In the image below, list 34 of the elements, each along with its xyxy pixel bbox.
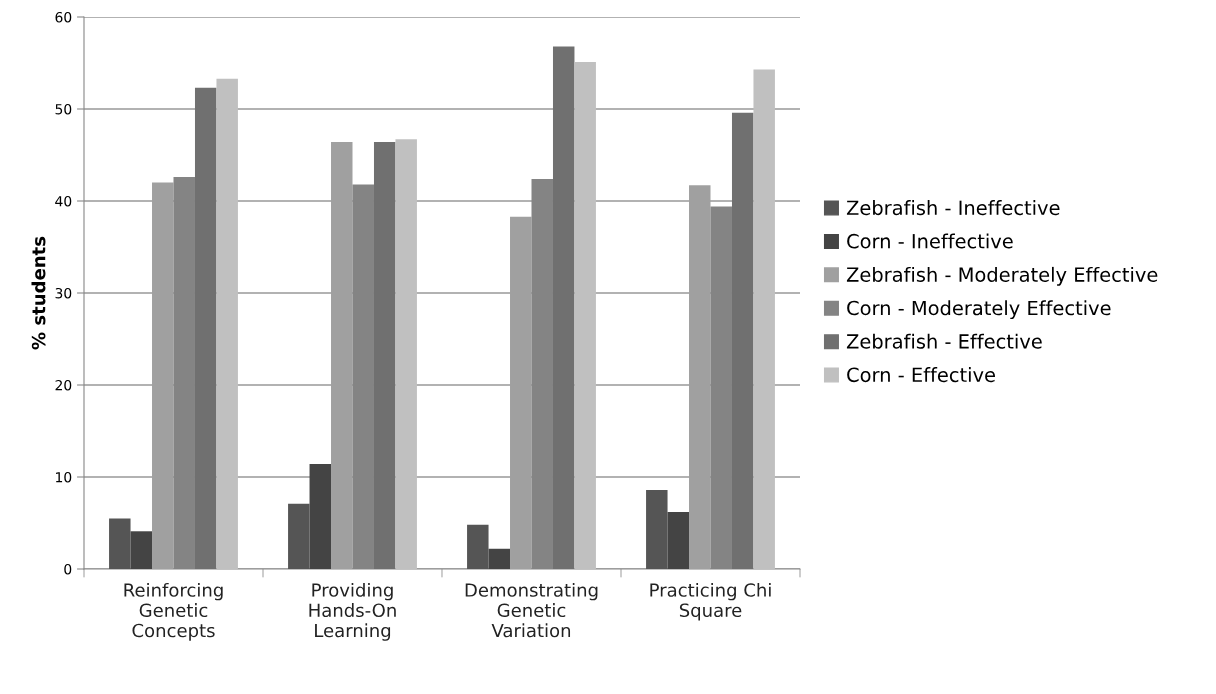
bar [552, 46, 575, 569]
bar [467, 524, 489, 569]
y-tick-label: 60 [55, 11, 72, 23]
y-tick-label: 40 [55, 195, 72, 207]
y-tick-label: 0 [64, 563, 72, 575]
bar [574, 62, 596, 569]
bar [373, 142, 396, 569]
bar [130, 531, 153, 569]
bar [753, 69, 775, 569]
y-tick-label: 50 [55, 103, 72, 115]
bar [488, 548, 511, 569]
y-tick-label: 20 [55, 379, 72, 391]
x-tick-label: Practicing Chi Square [650, 582, 771, 621]
bar [288, 503, 310, 569]
x-tick-label: Demonstrating Genetic Variation [465, 582, 598, 638]
bar [731, 112, 754, 569]
bar [309, 464, 332, 569]
legend-label: Zebrafish - Moderately Effective [846, 266, 1158, 286]
y-tick-label: 10 [56, 471, 72, 483]
bar [667, 511, 690, 569]
legend-label: Corn - Ineffective [847, 233, 1013, 249]
y-tick-label: 30 [55, 287, 72, 299]
y-axis-title: % students [31, 236, 46, 350]
bar [646, 489, 668, 569]
x-tick-label: Reinforcing Genetic Concepts [124, 582, 223, 641]
legend-label: Corn - Moderately Effective [847, 300, 1111, 320]
bar [395, 139, 417, 569]
bar [109, 518, 131, 569]
legend-label: Zebrafish - Effective [846, 333, 1042, 349]
legend-label: Zebrafish - Ineffective [846, 200, 1060, 216]
x-tick-label: Providing Hands-On Learning [309, 582, 396, 641]
legend-label: Corn - Effective [847, 367, 995, 383]
bar [194, 87, 217, 569]
bar [216, 78, 238, 569]
